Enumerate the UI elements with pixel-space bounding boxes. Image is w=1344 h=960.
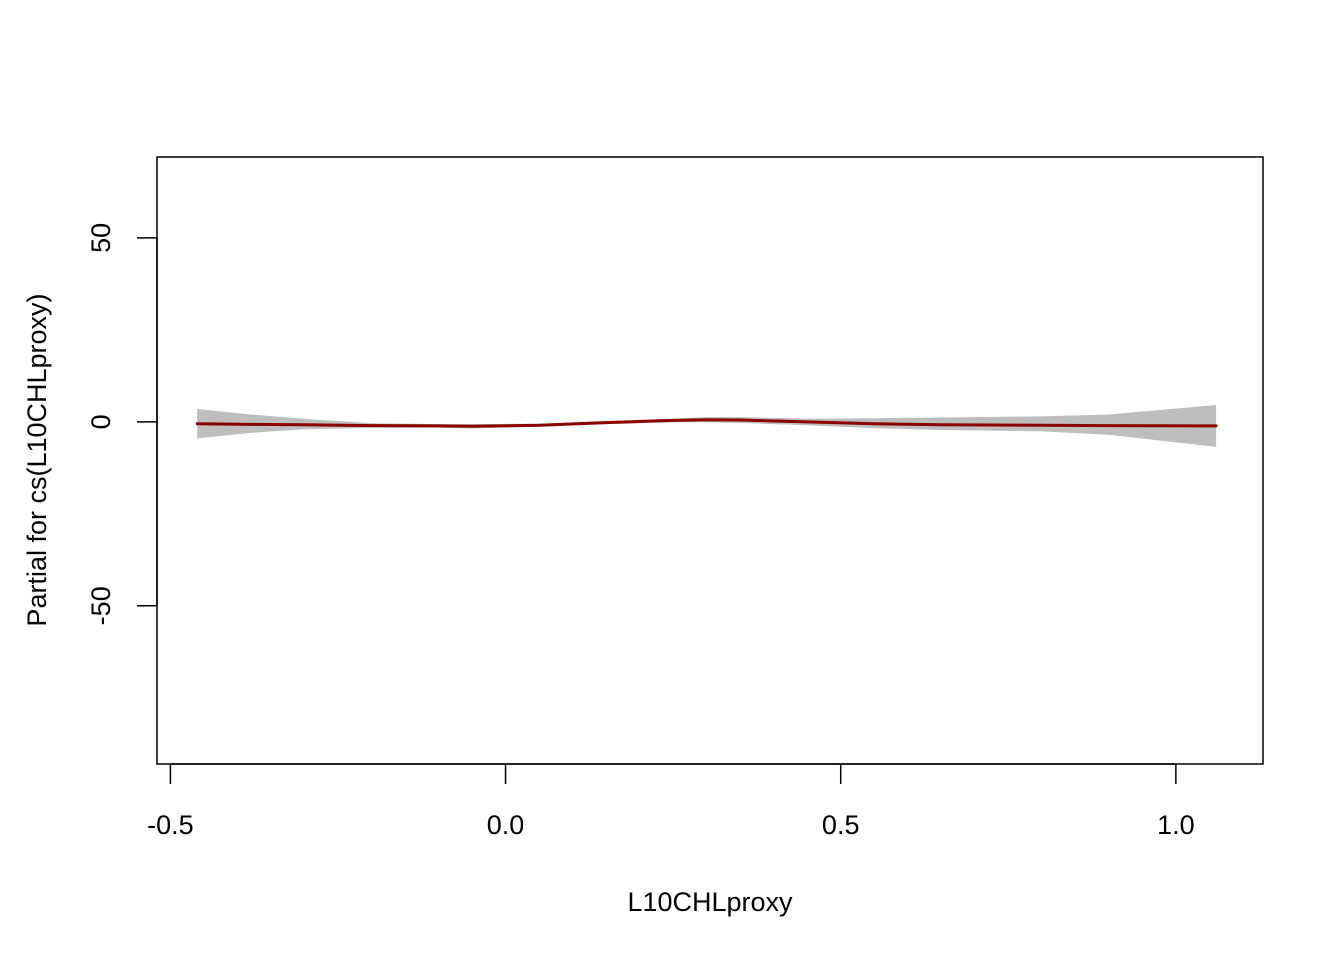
x-axis: -0.5 0.0 0.5 1.0 [147, 763, 1195, 840]
x-tick-label: 0.5 [822, 810, 860, 840]
fitted-line [195, 418, 1218, 428]
x-tick-label: 0.0 [487, 810, 525, 840]
fitted-line-layer [195, 418, 1218, 428]
x-axis-label: L10CHLproxy [627, 887, 793, 917]
y-tick-label: -50 [86, 586, 116, 625]
x-tick-label: -0.5 [147, 810, 194, 840]
plot-area-frame [156, 156, 1264, 765]
x-tick-label: 1.0 [1157, 810, 1195, 840]
y-tick-label: 0 [86, 414, 116, 429]
y-tick-label: 50 [86, 223, 116, 253]
y-axis-label: Partial for cs(L10CHLproxy) [22, 293, 52, 626]
y-axis: -50 0 50 [86, 223, 158, 625]
